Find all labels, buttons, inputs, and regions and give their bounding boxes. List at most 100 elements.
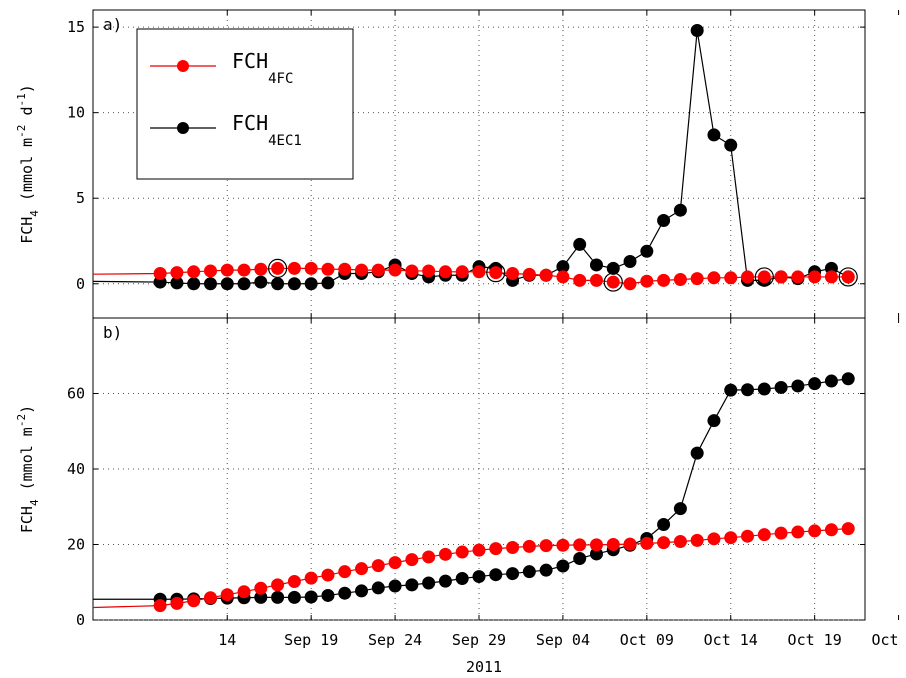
data-point-ec (237, 277, 251, 291)
data-point-fc (254, 262, 268, 276)
data-point-fc (422, 264, 436, 278)
y-label-units: (mmol m (18, 427, 36, 499)
data-point-fc (455, 545, 469, 559)
data-point-fc (489, 542, 503, 556)
data-point-fc (741, 270, 755, 284)
data-point-ec (506, 567, 520, 581)
data-point-fc (589, 538, 603, 552)
data-point-fc (808, 524, 822, 538)
data-point-fc (841, 270, 855, 284)
data-point-fc (405, 264, 419, 278)
data-point-ec (589, 258, 603, 272)
data-point-fc (539, 268, 553, 282)
x-tick-label: Sep 29 (452, 631, 506, 649)
data-point-fc (791, 270, 805, 284)
data-point-ec (355, 584, 369, 598)
x-tick-label: Sep 04 (536, 631, 590, 649)
highlight-ring (486, 263, 506, 283)
data-point-fc (153, 599, 167, 613)
data-point-fc (371, 559, 385, 573)
data-point-ec (254, 275, 268, 289)
panel-label: b) (103, 323, 122, 342)
data-point-ec (371, 581, 385, 595)
y-axis-label: FCH4 (mmol m-2) (15, 405, 41, 533)
y-label-close: ) (18, 405, 36, 414)
data-point-ec (841, 372, 855, 386)
legend-marker-fc (177, 60, 189, 72)
data-point-ec (707, 414, 721, 428)
y-tick-label: 10 (67, 104, 85, 122)
y-label-sub: 4 (28, 499, 41, 506)
data-point-fc (170, 596, 184, 610)
data-point-ec (741, 383, 755, 397)
data-point-fc (573, 273, 587, 287)
y-tick-label: 5 (76, 189, 85, 207)
data-point-fc (657, 273, 671, 287)
y-label-exp: -2 (15, 125, 28, 138)
y-axis-label: FCH4 (mmol m-2 d-1) (15, 84, 41, 244)
data-point-fc (556, 270, 570, 284)
x-axis-year-label: 2011 (466, 658, 502, 676)
data-point-fc (438, 265, 452, 279)
data-point-ec (271, 590, 285, 604)
y-tick-label: 0 (76, 611, 85, 629)
data-point-fc (338, 565, 352, 579)
data-point-ec (338, 586, 352, 600)
data-point-fc (824, 523, 838, 537)
data-point-fc (187, 594, 201, 608)
data-point-ec (539, 563, 553, 577)
data-point-ec (271, 277, 285, 291)
data-point-fc (472, 265, 486, 279)
y-label-mid: d (18, 107, 36, 125)
data-point-fc (724, 531, 738, 545)
highlight-ring (603, 272, 623, 292)
data-point-ec (573, 237, 587, 251)
data-point-ec (623, 255, 637, 269)
data-point-ec (657, 213, 671, 227)
data-point-fc (153, 267, 167, 281)
data-point-ec (304, 590, 318, 604)
data-point-fc (522, 539, 536, 553)
data-point-fc (623, 537, 637, 551)
data-point-fc (472, 543, 486, 557)
data-point-ec (757, 382, 771, 396)
data-point-ec (220, 277, 234, 291)
data-point-fc (388, 556, 402, 570)
data-point-ec (640, 244, 654, 258)
data-point-fc (506, 267, 520, 281)
y-label-close: ) (18, 84, 36, 93)
x-tick-label: Oct 19 (788, 631, 842, 649)
legend-label: FCH4EC1 (232, 111, 302, 149)
data-point-fc (640, 536, 654, 550)
data-point-fc (203, 264, 217, 278)
data-point-fc (841, 522, 855, 536)
data-point-ec (321, 276, 335, 290)
data-point-fc (422, 550, 436, 564)
data-point-ec (203, 277, 217, 291)
data-point-fc (321, 262, 335, 276)
data-point-ec (791, 379, 805, 393)
data-point-ec (808, 377, 822, 391)
data-point-fc (287, 574, 301, 588)
legend-marker-ec (177, 122, 189, 134)
data-point-fc (589, 273, 603, 287)
legend-label: FCH4FC (232, 49, 293, 87)
data-point-fc (690, 533, 704, 547)
legend-label-main: FCH (232, 49, 268, 73)
data-point-fc (673, 534, 687, 548)
data-point-ec (405, 578, 419, 592)
x-tick-label: 14 (218, 631, 236, 649)
data-point-ec (707, 128, 721, 142)
data-point-ec (287, 590, 301, 604)
data-point-fc (724, 271, 738, 285)
data-point-fc (573, 538, 587, 552)
data-point-fc (774, 270, 788, 284)
x-tick-label: Oct 14 (704, 631, 758, 649)
y-tick-label: 40 (67, 460, 85, 478)
data-point-fc (707, 532, 721, 546)
data-point-ec (690, 24, 704, 38)
data-point-fc (606, 275, 620, 289)
data-point-ec (657, 517, 671, 531)
